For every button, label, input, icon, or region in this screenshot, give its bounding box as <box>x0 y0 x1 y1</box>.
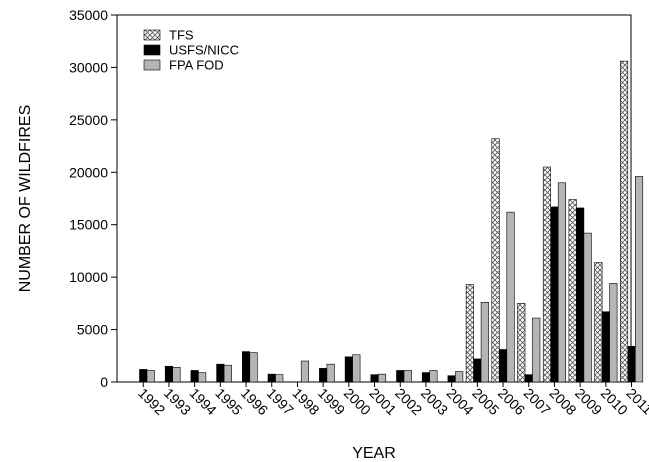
y-axis-title: NUMBER OF WILDFIRES <box>17 105 34 293</box>
x-tick-label-1998: 1998 <box>289 385 322 418</box>
bar-fpa-fod-2001 <box>377 373 387 383</box>
bar-usfs-nicc-1997 <box>267 373 276 383</box>
bar-usfs-nicc-2003 <box>421 372 431 383</box>
bar-fpa-fod-2011 <box>634 176 644 383</box>
bar-usfs-nicc-2001 <box>370 374 379 383</box>
y-tick-label: 20000 <box>69 164 108 180</box>
x-tick-label-2005: 2005 <box>469 385 502 418</box>
legend-swatch-usfs-nicc <box>143 44 161 56</box>
bar-tfs-2007 <box>517 303 526 383</box>
bar-fpa-fod-2002 <box>403 370 412 383</box>
bar-usfs-nicc-2009 <box>576 207 585 383</box>
bar-usfs-nicc-1996 <box>242 351 251 383</box>
y-tick-label: 35000 <box>69 7 108 23</box>
x-tick-label-1993: 1993 <box>161 385 194 418</box>
x-tick-label-1996: 1996 <box>238 385 271 418</box>
bar-fpa-fod-1994 <box>198 372 207 383</box>
bar-fpa-fod-2005 <box>480 302 489 383</box>
y-tick-label: 15000 <box>69 217 108 233</box>
x-tick-label-1994: 1994 <box>187 385 220 418</box>
legend-label-fpa-fod: FPA FOD <box>169 58 224 73</box>
x-tick-label-2011: 2011 <box>623 385 649 418</box>
x-tick-label-2001: 2001 <box>366 385 399 418</box>
bar-fpa-fod-2008 <box>557 182 567 383</box>
bar-usfs-nicc-2004 <box>447 375 456 383</box>
bar-usfs-nicc-1995 <box>216 363 225 383</box>
bar-tfs-2005 <box>465 284 474 383</box>
bar-tfs-2006 <box>491 138 500 383</box>
bar-fpa-fod-1997 <box>275 374 284 383</box>
bar-fpa-fod-1993 <box>172 367 181 383</box>
x-tick-label-1995: 1995 <box>212 385 245 418</box>
y-tick-label: 5000 <box>77 322 108 338</box>
x-tick-label-2004: 2004 <box>444 385 477 418</box>
x-tick-label-2002: 2002 <box>392 385 425 418</box>
x-tick-label-2010: 2010 <box>598 385 631 418</box>
legend-swatch-tfs <box>143 29 161 41</box>
bar-fpa-fod-2007 <box>532 317 541 383</box>
bar-fpa-fod-2000 <box>352 354 361 383</box>
bar-fpa-fod-1995 <box>223 364 232 383</box>
legend-label-usfs-nicc: USFS/NICC <box>169 43 239 58</box>
bar-usfs-nicc-2005 <box>473 358 482 383</box>
bar-fpa-fod-1992 <box>146 370 155 383</box>
bar-tfs-2011 <box>619 60 629 383</box>
y-tick-label: 30000 <box>69 59 108 75</box>
bar-fpa-fod-2006 <box>506 211 515 383</box>
y-tick-label: 25000 <box>69 112 108 128</box>
x-tick-label-2006: 2006 <box>495 385 528 418</box>
bar-usfs-nicc-2002 <box>396 370 405 383</box>
bar-usfs-nicc-1994 <box>190 370 199 383</box>
bar-fpa-fod-1996 <box>249 352 258 383</box>
y-tick-label: 0 <box>100 374 108 390</box>
bar-tfs-2010 <box>594 262 603 383</box>
bar-usfs-nicc-2006 <box>498 349 508 383</box>
x-tick-label-1992: 1992 <box>135 385 168 418</box>
bar-usfs-nicc-1999 <box>319 368 328 383</box>
bar-usfs-nicc-1992 <box>139 369 148 383</box>
x-tick-label-2007: 2007 <box>521 385 554 418</box>
bar-fpa-fod-2010 <box>609 283 618 383</box>
bar-usfs-nicc-2010 <box>601 311 610 383</box>
bar-fpa-fod-2009 <box>583 232 592 383</box>
x-tick-label-2000: 2000 <box>341 385 374 418</box>
x-tick-label-1999: 1999 <box>315 385 348 418</box>
bar-tfs-2008 <box>542 166 552 383</box>
y-tick-label: 10000 <box>69 269 108 285</box>
x-axis-title: YEAR <box>352 445 396 462</box>
bar-fpa-fod-1999 <box>326 363 335 383</box>
x-tick-label-2008: 2008 <box>546 385 579 418</box>
legend-swatch-fpa-fod <box>143 59 161 71</box>
bar-fpa-fod-2003 <box>429 370 438 383</box>
x-tick-label-2009: 2009 <box>572 385 605 418</box>
bar-usfs-nicc-1993 <box>164 365 173 383</box>
bar-usfs-nicc-2011 <box>627 346 636 383</box>
bar-usfs-nicc-2000 <box>344 356 353 383</box>
x-tick-label-2003: 2003 <box>418 385 451 418</box>
legend-label-tfs: TFS <box>169 28 194 43</box>
bar-fpa-fod-1998 <box>300 360 310 383</box>
bar-usfs-nicc-2008 <box>550 206 559 383</box>
bar-tfs-2009 <box>568 199 577 383</box>
x-tick-label-1997: 1997 <box>264 385 297 418</box>
bar-usfs-nicc-2007 <box>524 374 533 383</box>
bar-fpa-fod-2004 <box>455 371 464 383</box>
